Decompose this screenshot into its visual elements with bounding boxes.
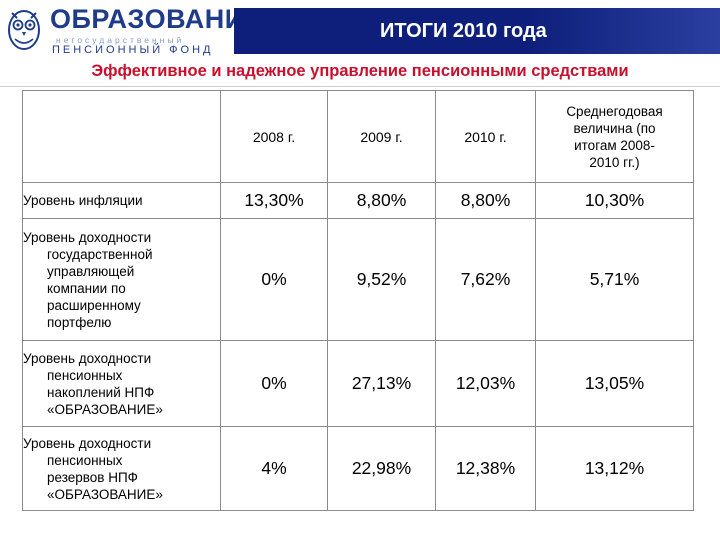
owl-emblem-icon: [8, 10, 40, 50]
row-label-line: компании по: [47, 280, 126, 296]
row-label-inflation: Уровень инфляции: [22, 182, 221, 219]
table-row: Уровень инфляции 13,30% 8,80% 8,80% 10,3…: [22, 182, 694, 219]
value-cell: 0%: [220, 218, 328, 341]
header-year-2010: 2010 г.: [435, 90, 536, 183]
value-cell: 13,05%: [535, 340, 694, 427]
header-year-2009: 2009 г.: [327, 90, 436, 183]
row-label-line: государственной: [47, 246, 153, 262]
logo-title: ОБРАЗОВАНИЕ: [50, 4, 264, 34]
row-label-line: «ОБРАЗОВАНИЕ»: [47, 401, 163, 417]
value-cell: 5,71%: [535, 218, 694, 341]
value-cell: 8,80%: [435, 182, 536, 219]
header-average-line: 2010 гг.): [589, 154, 640, 170]
value-cell: 8,80%: [327, 182, 436, 219]
table-header-row: 2008 г. 2009 г. 2010 г. Среднегодовая ве…: [22, 90, 694, 183]
row-label-line: пенсионных: [47, 367, 123, 383]
row-label-line: накоплений НПФ: [47, 384, 155, 400]
value-cell: 7,62%: [435, 218, 536, 341]
slide-subtitle: Эффективное и надежное управление пенсио…: [91, 62, 629, 80]
table-row: Уровень доходности государственной управ…: [22, 218, 694, 341]
header-average: Среднегодовая величина (по итогам 2008- …: [535, 90, 694, 183]
slide-title: ИТОГИ 2010 года: [380, 20, 547, 42]
table-row: Уровень доходности пенсионных накоплений…: [22, 340, 694, 427]
row-label-line: резервов НПФ: [47, 469, 138, 485]
value-cell: 22,98%: [327, 426, 436, 511]
value-cell: 0%: [220, 340, 328, 427]
logo-subtitle-top: негосударственный: [56, 35, 185, 45]
logo-subtitle-bottom: ПЕНСИОННЫЙ ФОНД: [52, 44, 214, 56]
table-row: Уровень доходности пенсионных резервов Н…: [22, 426, 694, 511]
row-label-line: Уровень доходности: [23, 229, 152, 245]
header-average-line: Среднегодовая: [566, 103, 663, 119]
row-label-line: портфелю: [47, 314, 112, 330]
header-average-line: итогам 2008-: [574, 137, 655, 153]
value-cell: 12,38%: [435, 426, 536, 511]
row-label-line: расширенному: [47, 297, 141, 313]
row-label-line: Уровень доходности: [23, 350, 152, 366]
row-label-line: «ОБРАЗОВАНИЕ»: [47, 486, 163, 502]
value-cell: 13,12%: [535, 426, 694, 511]
row-label-state-manager: Уровень доходности государственной управ…: [22, 218, 221, 341]
row-label-line: управляющей: [47, 263, 135, 279]
row-label-line: Уровень доходности: [23, 435, 152, 451]
header-average-line: величина (по: [573, 120, 656, 136]
value-cell: 12,03%: [435, 340, 536, 427]
value-cell: 4%: [220, 426, 328, 511]
value-cell: 9,52%: [327, 218, 436, 341]
returns-table: 2008 г. 2009 г. 2010 г. Среднегодовая ве…: [22, 90, 694, 511]
value-cell: 27,13%: [327, 340, 436, 427]
title-bar: [234, 8, 720, 54]
row-label-line: Уровень инфляции: [23, 193, 143, 208]
row-label-pension-reserves: Уровень доходности пенсионных резервов Н…: [22, 426, 221, 511]
row-label-line: пенсионных: [47, 452, 123, 468]
header-year-2008: 2008 г.: [220, 90, 328, 183]
row-label-pension-savings: Уровень доходности пенсионных накоплений…: [22, 340, 221, 427]
header-divider: [0, 86, 720, 87]
fund-logo: ОБРАЗОВАНИЕ негосударственный ПЕНСИОННЫЙ…: [4, 2, 263, 56]
value-cell: 10,30%: [535, 182, 694, 219]
value-cell: 13,30%: [220, 182, 328, 219]
header-empty-cell: [22, 90, 221, 183]
